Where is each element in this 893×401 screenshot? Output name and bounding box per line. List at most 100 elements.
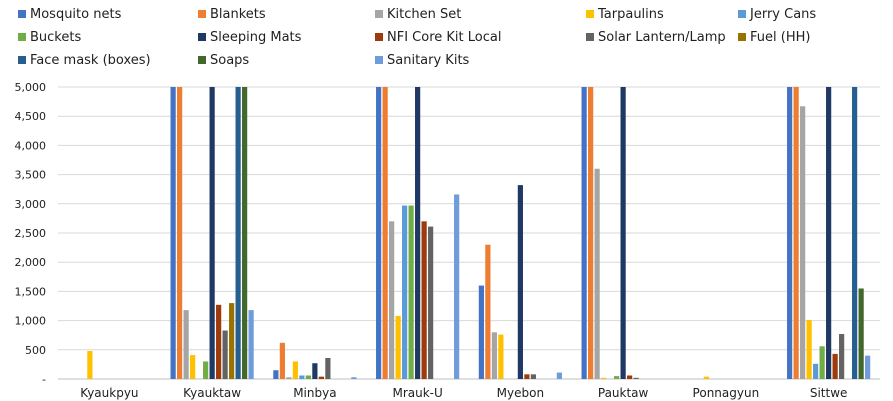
bar-myebon-mosquito-nets [478,285,484,379]
bar-myebon-sanitary-kits [556,372,562,379]
bar-sittwe-blankets [793,87,799,379]
legend-label-sleeping-mats: Sleeping Mats [210,30,302,45]
y-tick-label-2000: 2,000 [15,256,47,269]
y-tick-label-1500: 1,500 [15,285,47,298]
bar-myebon-blankets [485,244,491,379]
bar-kyauktaw-mosquito-nets [170,87,176,379]
y-tick-label-500: 500 [25,344,46,357]
legend-swatch-blankets [198,10,206,18]
bar-mrauk-u-nfi-core-kit-local [421,221,427,379]
bar-pauktaw-kitchen-set [594,168,600,379]
bar-pauktaw-blankets [588,87,594,379]
x-tick-label-mrauk-u: Mrauk-U [392,386,442,400]
bar-sittwe-jerry-cans [813,363,819,379]
y-tick-label-1000: 1,000 [15,315,47,328]
legend-label-fuel-hh: Fuel (HH) [750,30,810,45]
bar-pauktaw-solar-lantern-lamp [633,377,639,379]
x-tick-label-kyauktaw: Kyauktaw [183,386,241,400]
y-tick-label-3000: 3,000 [15,198,47,211]
bar-kyauktaw-buckets [203,361,209,379]
legend-label-face-mask-boxes: Face mask (boxes) [30,53,151,68]
bar-minbya-solar-lantern-lamp [325,357,331,379]
legend-label-solar-lantern-lamp: Solar Lantern/Lamp [598,30,726,45]
bar-kyauktaw-sleeping-mats [209,87,215,379]
x-axis: Kyaukpyu Kyauktaw Minbya Mrauk-U Myebon Paukt… [80,386,847,400]
bar-minbya-mosquito-nets [273,370,279,379]
legend: Mosquito nets Blankets Kitchen Set Tarpauli… [18,7,816,68]
bar-sittwe-sleeping-mats [826,87,832,379]
legend-swatch-mosquito-nets [18,10,26,18]
y-tick-label-4000: 4,000 [15,139,47,152]
bar-mrauk-u-mosquito-nets [376,87,382,379]
bar-sittwe-kitchen-set [800,106,806,379]
legend-label-jerry-cans: Jerry Cans [749,7,816,22]
bar-mrauk-u-tarpaulins [395,315,401,379]
gridlines [58,86,880,380]
bar-minbya-blankets [279,342,285,379]
legend-swatch-buckets [18,33,26,41]
bar-kyauktaw-nfi-core-kit-local [216,304,222,379]
legend-label-nfi-core-kit-local: NFI Core Kit Local [387,30,501,45]
bar-sittwe-mosquito-nets [787,87,793,379]
x-tick-label-kyaukpyu: Kyaukpyu [80,386,138,400]
bar-minbya-sleeping-mats [312,363,318,379]
bar-kyauktaw-face-mask-boxes [235,87,241,379]
bar-myebon-sleeping-mats [517,185,523,379]
bar-myebon-kitchen-set [491,332,497,379]
bar-kyauktaw-soaps [242,87,248,379]
x-tick-label-ponnagyun: Ponnagyun [693,386,760,400]
bar-mrauk-u-kitchen-set [389,221,395,379]
legend-swatch-face-mask-boxes [18,56,26,64]
bar-kyauktaw-blankets [177,87,183,379]
legend-label-tarpaulins: Tarpaulins [597,7,664,22]
bar-sittwe-tarpaulins [806,320,812,379]
bar-ponnagyun-tarpaulins [703,376,709,379]
bar-minbya-tarpaulins [292,361,298,379]
bar-sittwe-soaps [858,288,864,379]
y-axis: - 500 1,000 1,500 2,000 2,500 3,000 3,500 4,000 4… [15,81,47,386]
bars [87,87,871,379]
legend-swatch-jerry-cans [738,10,746,18]
bar-myebon-solar-lantern-lamp [530,374,536,379]
bar-minbya-sanitary-kits [351,377,357,379]
bar-pauktaw-tarpaulins [601,377,607,379]
x-tick-label-myebon: Myebon [497,386,544,400]
bar-sittwe-nfi-core-kit-local [832,353,838,379]
bar-minbya-jerry-cans [299,375,305,379]
bar-sittwe-solar-lantern-lamp [839,334,845,379]
x-tick-label-minbya: Minbya [293,386,336,400]
legend-swatch-kitchen-set [375,10,383,18]
bar-pauktaw-sleeping-mats [620,87,626,379]
bar-mrauk-u-sleeping-mats [415,87,421,379]
x-tick-label-pauktaw: Pauktaw [598,386,649,400]
bar-kyauktaw-solar-lantern-lamp [222,330,228,379]
bar-myebon-nfi-core-kit-local [524,374,530,379]
bar-kyaukpyu-tarpaulins [87,350,93,379]
legend-swatch-tarpaulins [586,10,594,18]
legend-label-sanitary-kits: Sanitary Kits [387,53,470,68]
y-tick-label-2500: 2,500 [15,227,47,240]
bar-kyauktaw-tarpaulins [190,355,196,379]
legend-swatch-solar-lantern-lamp [586,33,594,41]
bar-sittwe-sanitary-kits [865,355,871,379]
bar-pauktaw-buckets [614,376,620,379]
bar-kyauktaw-sanitary-kits [248,310,254,379]
y-tick-label-3500: 3,500 [15,169,47,182]
bar-minbya-nfi-core-kit-local [318,376,324,379]
bar-pauktaw-nfi-core-kit-local [627,375,633,379]
legend-swatch-sleeping-mats [198,33,206,41]
legend-swatch-fuel-hh [738,33,746,41]
legend-label-blankets: Blankets [210,7,266,22]
bar-mrauk-u-jerry-cans [402,205,408,379]
y-tick-label-0: - [42,373,46,386]
y-tick-label-4500: 4,500 [15,110,47,123]
legend-label-kitchen-set: Kitchen Set [387,7,461,22]
bar-sittwe-face-mask-boxes [852,87,858,379]
legend-label-buckets: Buckets [30,30,81,45]
bar-mrauk-u-buckets [408,205,414,379]
bar-mrauk-u-blankets [382,87,388,379]
legend-swatch-sanitary-kits [375,56,383,64]
bar-pauktaw-mosquito-nets [581,87,587,379]
